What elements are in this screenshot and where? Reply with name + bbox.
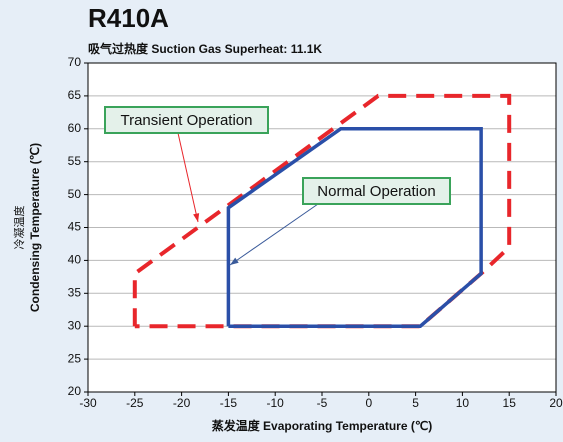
y-tick-label: 55 (68, 154, 82, 168)
y-tick-label: 60 (68, 121, 82, 135)
annotation-arrow (229, 203, 319, 266)
annotation-box (302, 177, 451, 205)
legend-label: Normal Operation (317, 183, 435, 200)
y-tick-label: 70 (68, 55, 82, 69)
x-tick-label: -30 (79, 396, 97, 410)
envelope-line (226, 127, 483, 328)
y-tick-label: 40 (68, 253, 82, 267)
x-tick-label: 0 (365, 396, 372, 410)
x-tick-label: 10 (456, 396, 470, 410)
x-axis-label: 蒸发温度 Evaporating Temperature (℃) (212, 418, 433, 433)
x-tick-label: 20 (549, 396, 563, 410)
y-tick-label: 25 (68, 351, 82, 365)
legend-label: Transient Operation (120, 112, 252, 129)
y-tick-label: 20 (68, 384, 82, 398)
x-tick-label: -10 (267, 396, 285, 410)
y-axis-label: Condensing Temperature (℃) (28, 143, 42, 312)
y-axis-label: 冷凝温度 (12, 206, 26, 250)
y-tick-label: 65 (68, 88, 82, 102)
x-tick-label: 15 (503, 396, 517, 410)
y-tick-label: 50 (68, 187, 82, 201)
x-tick-label: 5 (412, 396, 419, 410)
annotation-arrow (177, 132, 199, 223)
x-tick-label: -25 (126, 396, 144, 410)
x-tick-label: -15 (220, 396, 238, 410)
chart-title: R410A (88, 3, 169, 33)
chart-subtitle: 吸气过热度 Suction Gas Superheat: 11.1K (88, 41, 322, 56)
arrow-head (230, 257, 239, 265)
x-tick-label: -5 (317, 396, 328, 410)
y-tick-label: 45 (68, 220, 82, 234)
plot-border (87, 62, 557, 393)
y-tick-label: 30 (68, 318, 82, 332)
y-tick-label: 35 (68, 285, 82, 299)
annotation-box (104, 106, 269, 134)
x-tick-label: -20 (173, 396, 191, 410)
arrow-head (193, 213, 200, 222)
